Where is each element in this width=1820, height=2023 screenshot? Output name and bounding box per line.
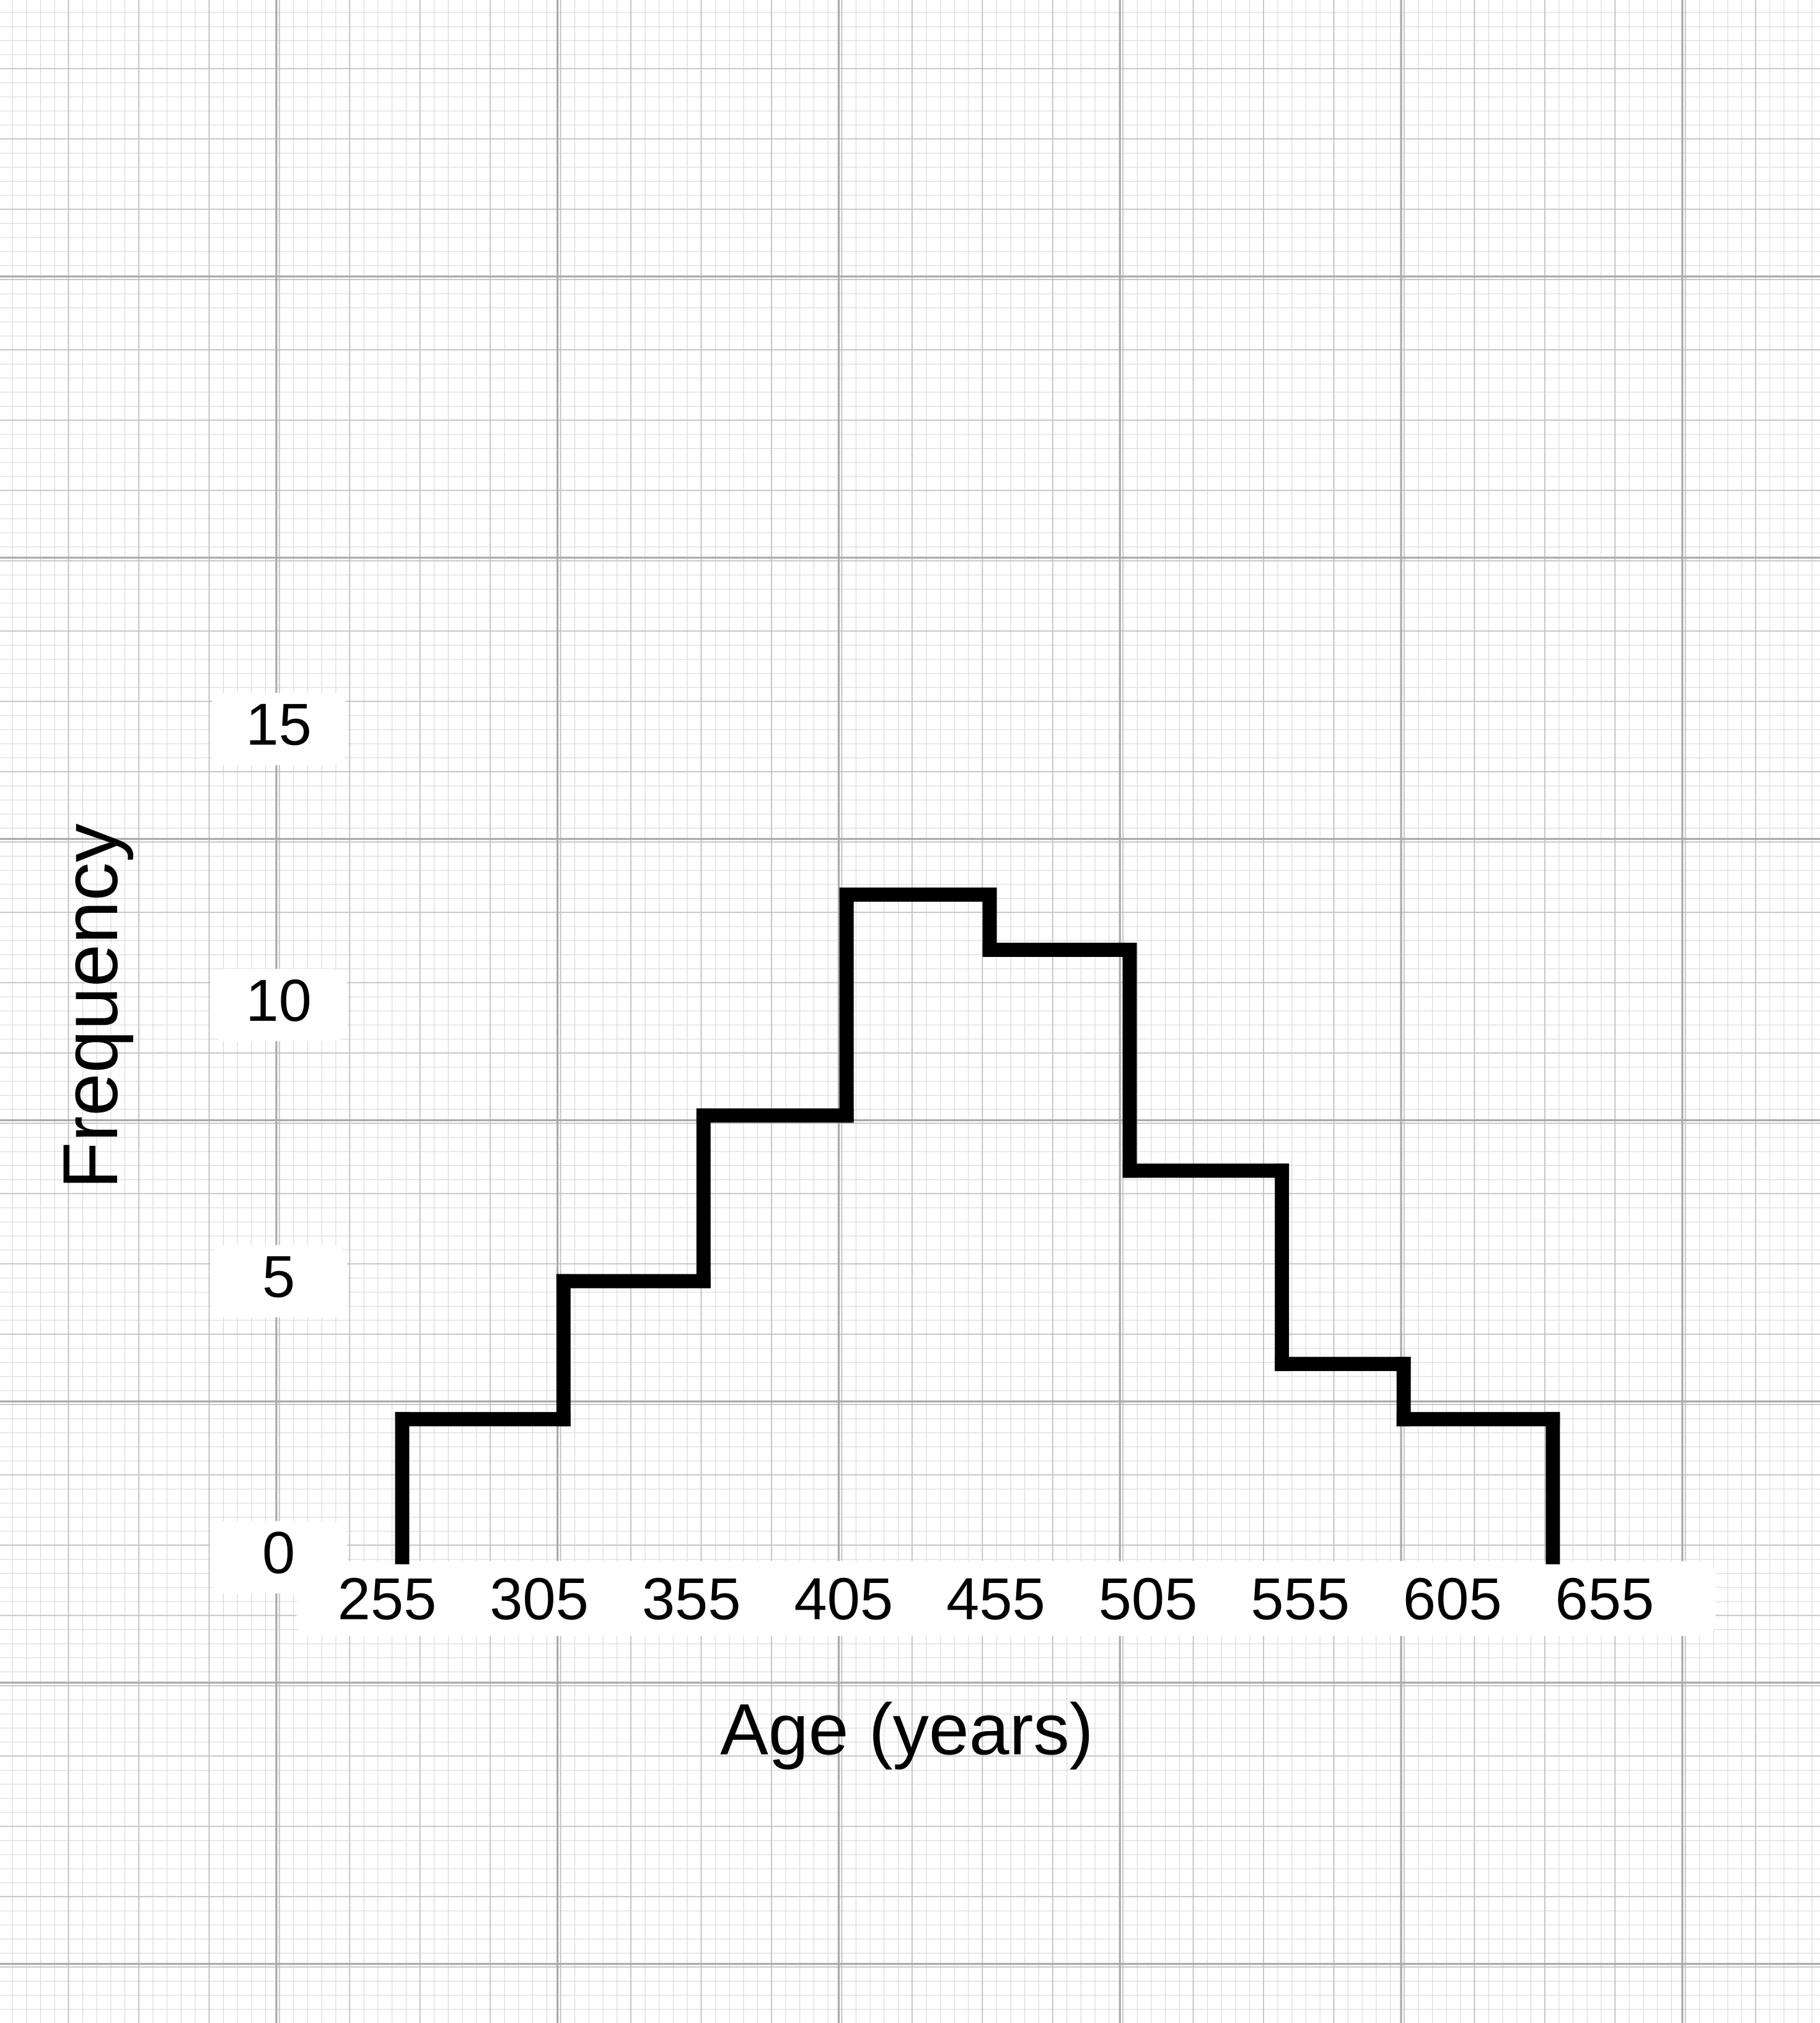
label-backgrounds — [296, 1561, 1716, 1636]
x-tick-label: 655 — [1555, 1566, 1655, 1633]
y-axis-label: Frequency — [48, 823, 134, 1189]
y-tick-label: 5 — [262, 1243, 295, 1310]
x-labels-bg — [296, 1561, 1716, 1636]
y-label-bg — [210, 1521, 347, 1593]
x-tick-label: 455 — [946, 1566, 1045, 1633]
y-label-bg — [210, 692, 347, 765]
y-tick-label: 15 — [245, 691, 312, 757]
y-label-bg — [210, 1245, 347, 1318]
x-axis-label: Age (years) — [720, 1689, 1093, 1770]
x-tick-label: 305 — [490, 1566, 589, 1633]
y-tick-label: 0 — [262, 1520, 295, 1586]
x-tick-label: 405 — [794, 1566, 893, 1633]
x-tick-label: 605 — [1403, 1566, 1502, 1633]
y-tick-label: 10 — [245, 967, 312, 1034]
x-tick-label: 355 — [642, 1566, 741, 1633]
y-label-bg — [210, 969, 347, 1041]
x-tick-label: 255 — [338, 1566, 437, 1633]
x-tick-label: 555 — [1251, 1566, 1350, 1633]
x-tick-label: 505 — [1099, 1566, 1198, 1633]
